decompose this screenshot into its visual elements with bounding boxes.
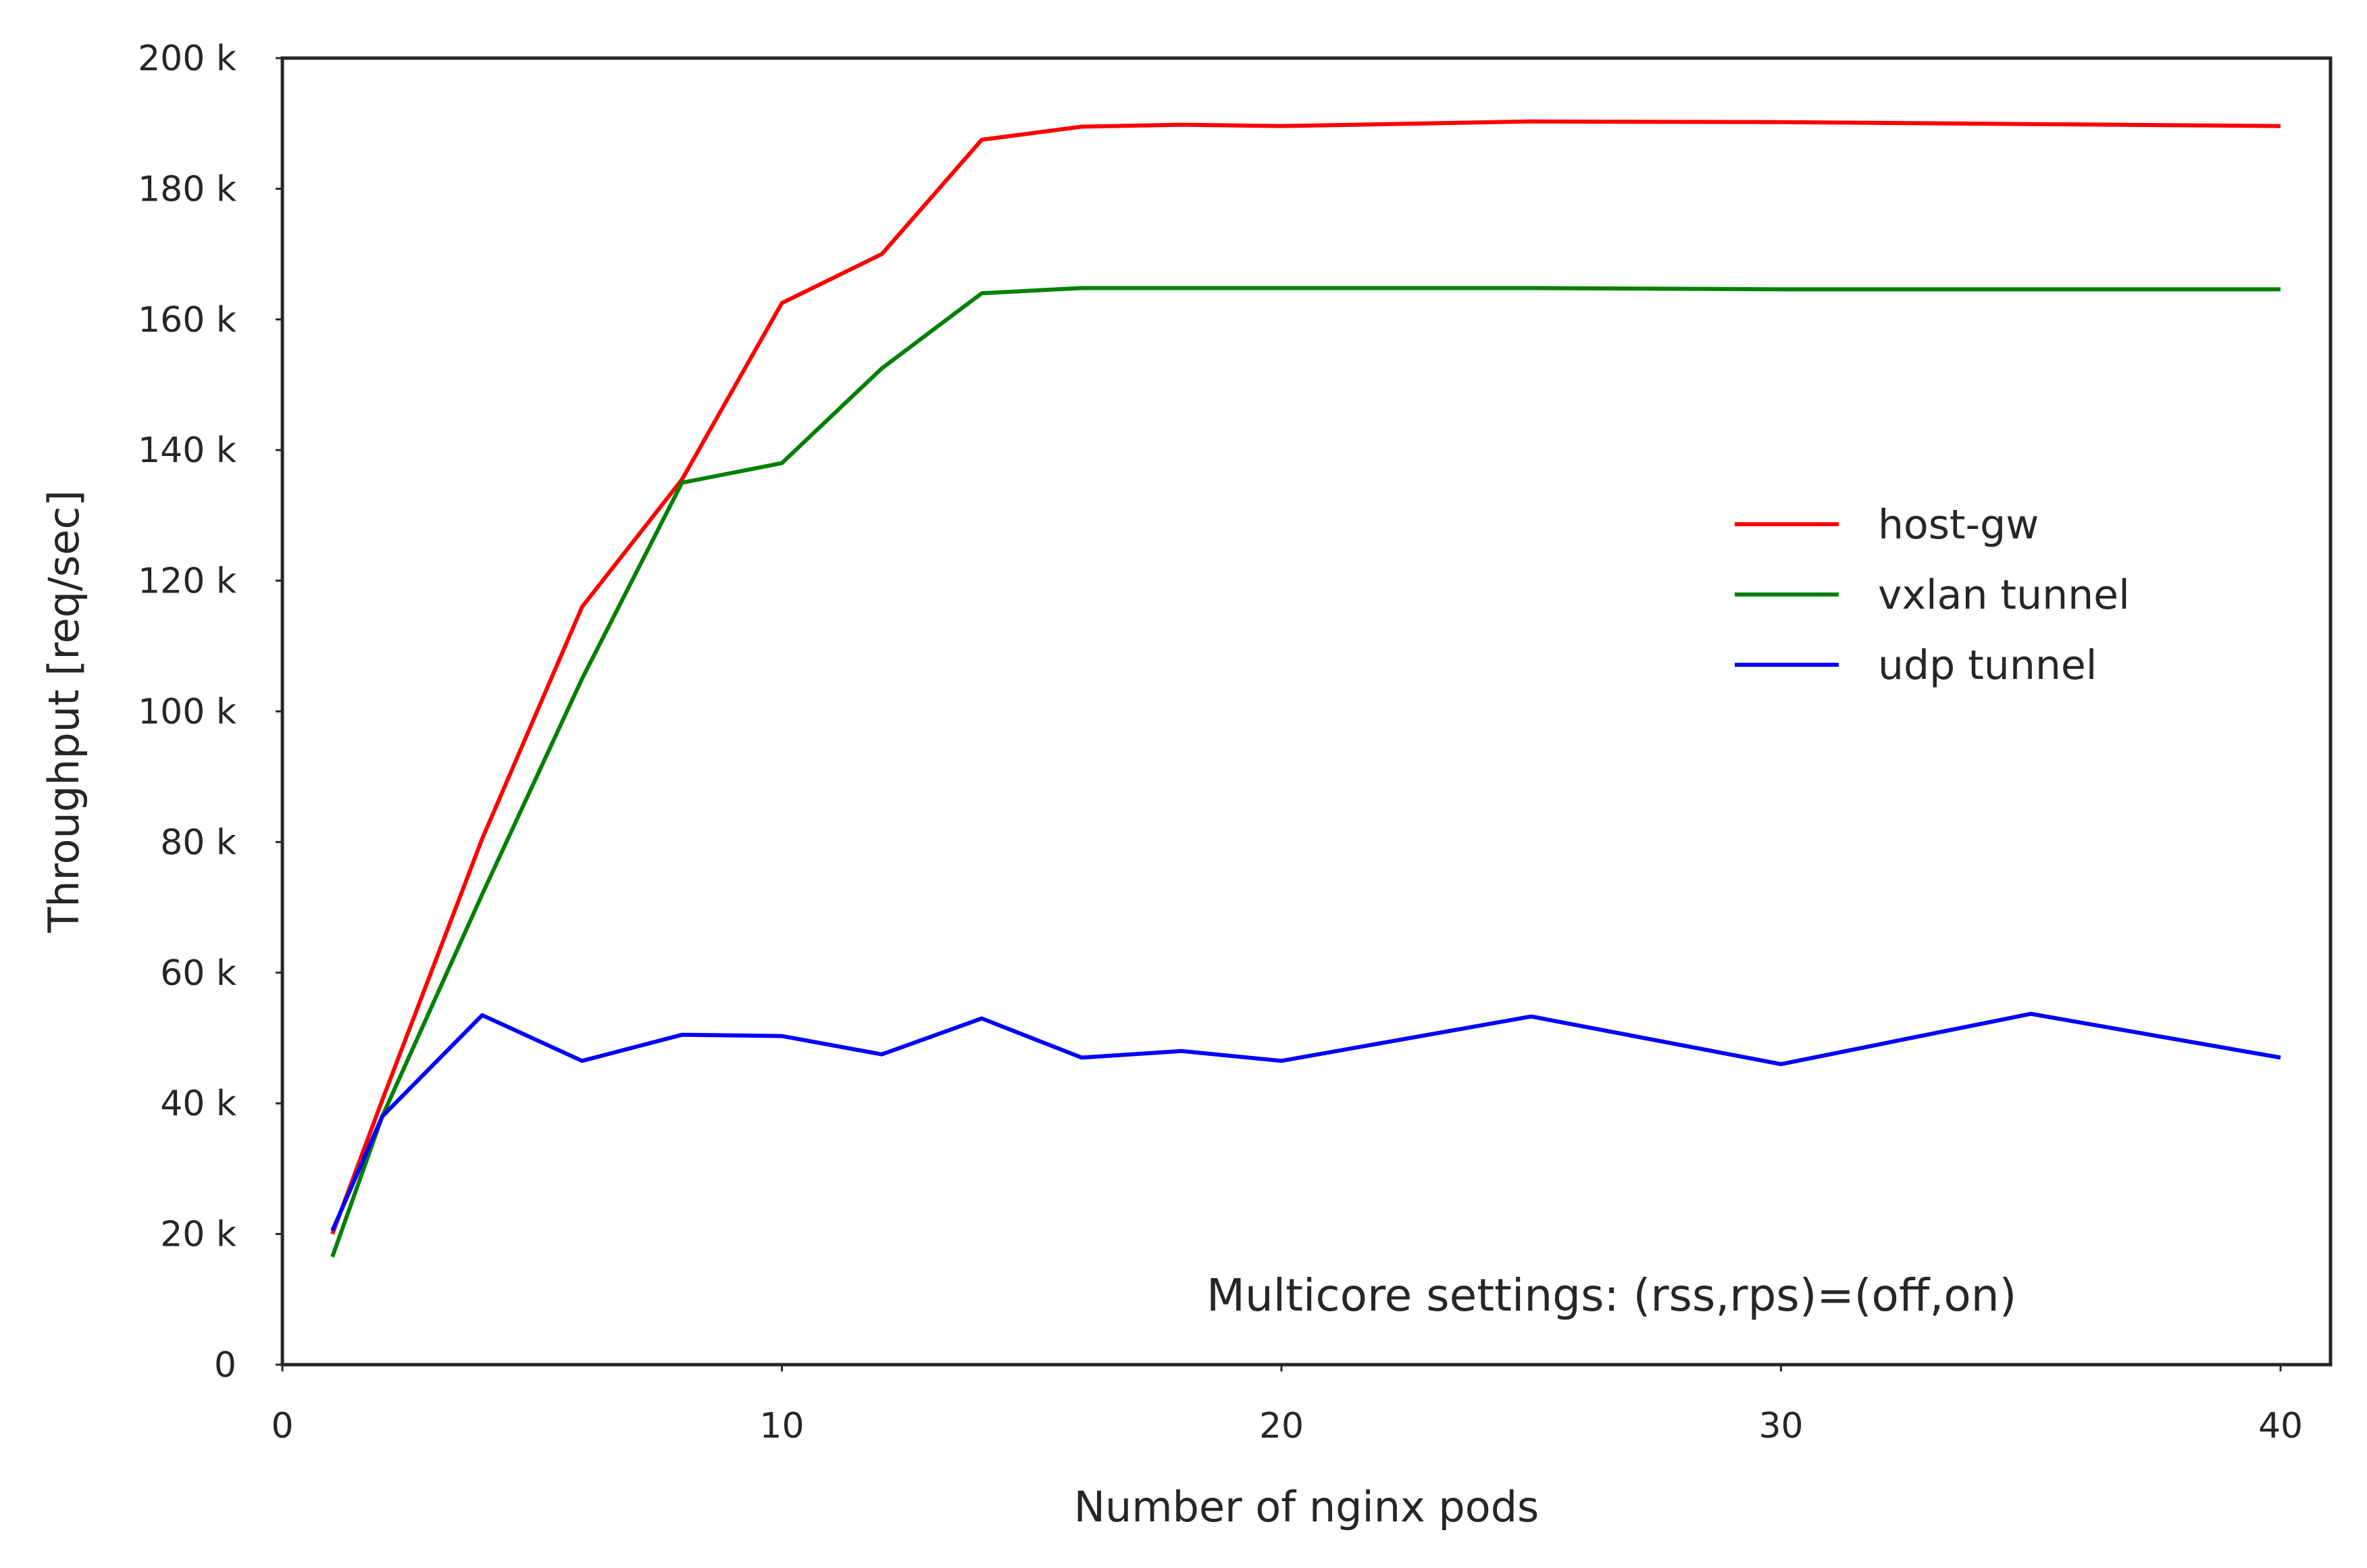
x-tick-label: 30 (1758, 1406, 1803, 1446)
y-tick-label: 80 k (160, 822, 236, 863)
x-tick-label: 20 (1259, 1406, 1304, 1446)
y-axis-label: Throughput [req/sec] (39, 490, 88, 933)
y-tick-label: 60 k (160, 953, 236, 994)
y-tick-label: 0 (214, 1345, 236, 1386)
legend-label-udp-tunnel: udp tunnel (1878, 642, 2097, 689)
x-tick-label: 40 (2258, 1406, 2303, 1446)
plot-frame (280, 56, 2333, 1367)
series-line-vxlan-tunnel (330, 286, 2281, 1258)
x-axis-label: Number of nginx pods (1074, 1482, 1539, 1532)
series-line-host-gw (330, 119, 2281, 1235)
x-tick-label: 10 (759, 1406, 804, 1446)
legend: host-gw vxlan tunnel udp tunnel (1735, 501, 2130, 689)
y-tick-label: 40 k (160, 1084, 236, 1124)
series-lines (330, 119, 2281, 1258)
legend-label-vxlan-tunnel: vxlan tunnel (1878, 572, 2130, 619)
y-tick-label: 120 k (138, 561, 236, 602)
y-tick-label: 20 k (160, 1215, 236, 1255)
y-tick-label: 160 k (138, 300, 236, 340)
y-tick-label: 180 k (138, 169, 236, 209)
series-line-udp-tunnel (330, 1011, 2281, 1232)
x-tick-label: 0 (271, 1406, 293, 1446)
y-tick-label: 100 k (138, 692, 236, 732)
legend-label-host-gw: host-gw (1878, 501, 2039, 549)
y-tick-label: 140 k (138, 430, 236, 471)
x-axis-ticks: 0 10 20 30 40 (271, 1365, 2303, 1446)
annotation-text: Multicore settings: (rss,rps)=(off,on) (1206, 1269, 2016, 1321)
y-axis-ticks: 0 20 k 40 k 60 k 80 k 100 k 120 k 140 k 160 k 180… (138, 39, 282, 1386)
y-tick-label: 200 k (138, 39, 236, 79)
